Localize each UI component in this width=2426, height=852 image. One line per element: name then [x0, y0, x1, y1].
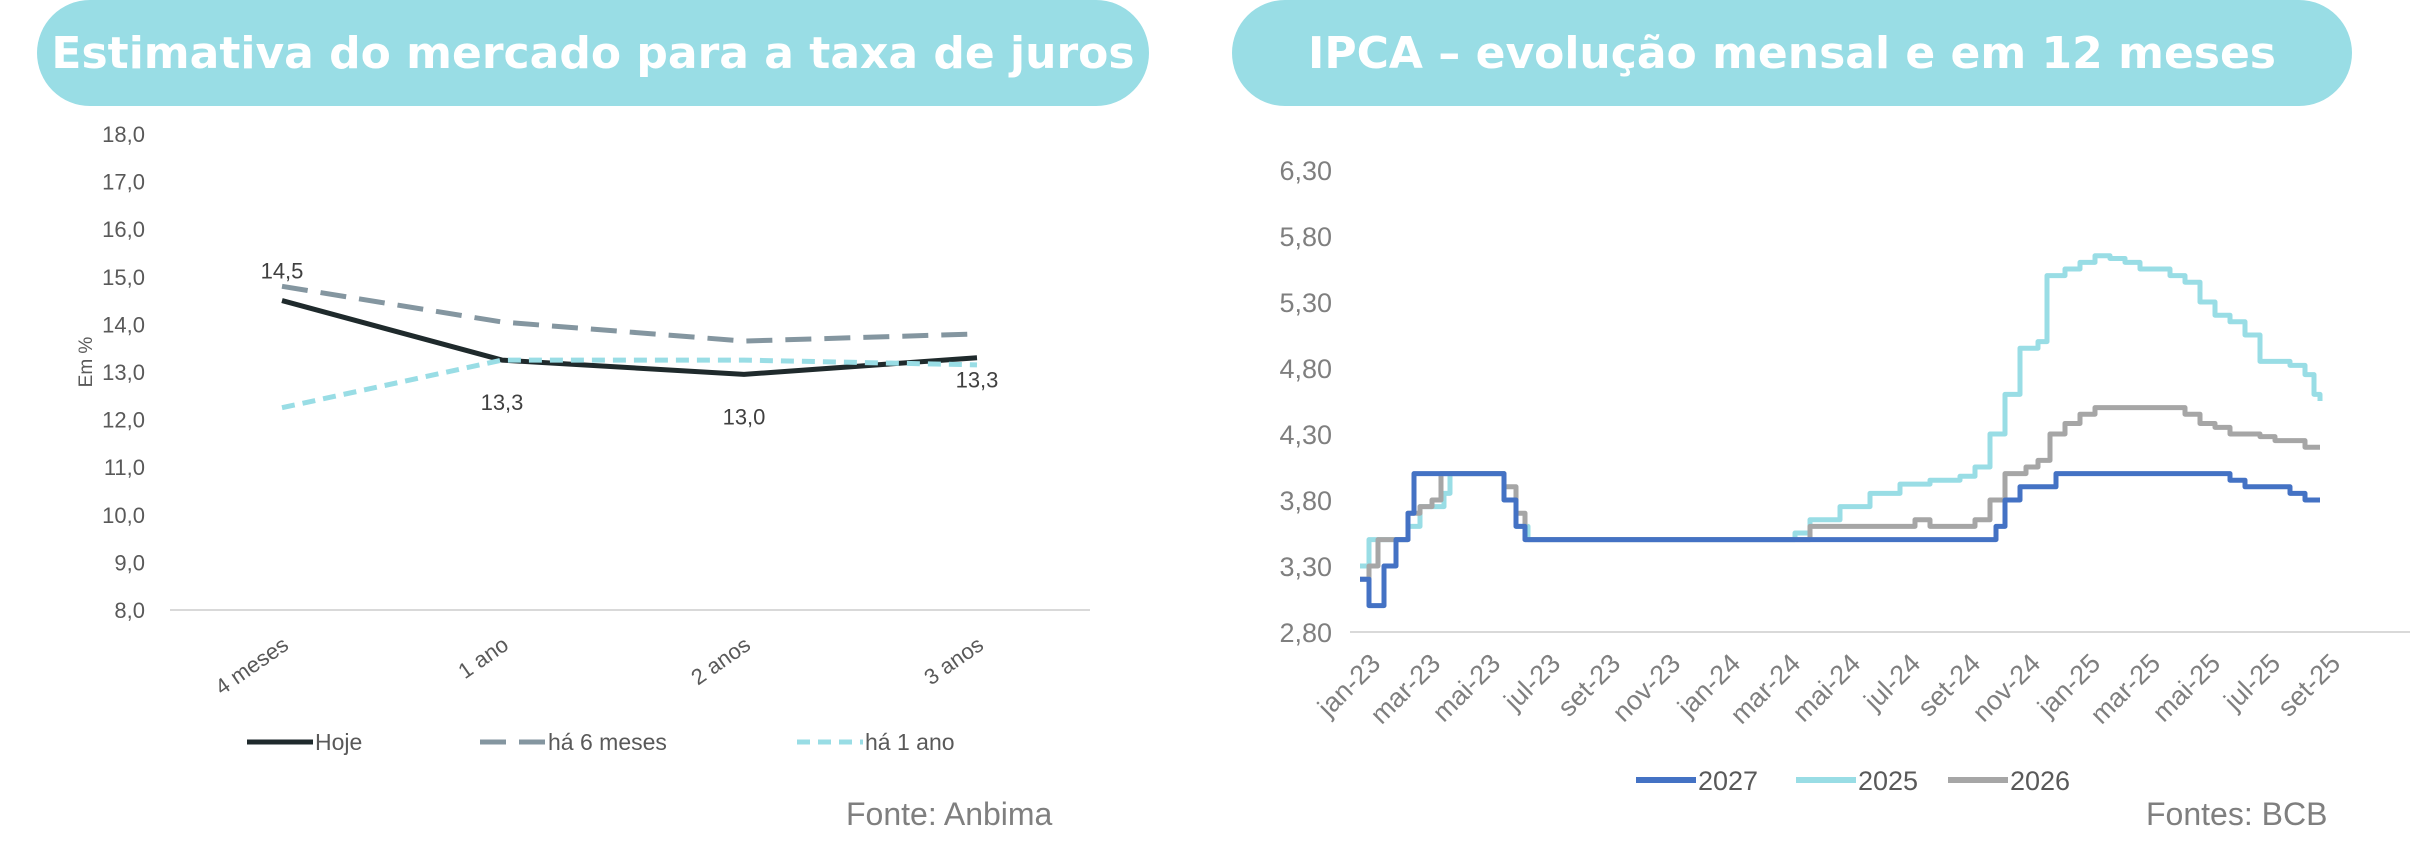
right-y-tick-label: 4,30	[1279, 420, 1332, 450]
left-source-note: Fonte: Anbima	[846, 796, 1053, 832]
left-y-tick-label: 13,0	[102, 360, 145, 385]
right-series-line-2025	[1360, 253, 2323, 569]
left-series-line-2	[281, 357, 978, 411]
right-y-tick-label: 5,30	[1279, 288, 1332, 318]
right-x-tick-label: nov-23	[1607, 648, 1687, 728]
right-series-line-2026	[1360, 405, 2320, 582]
right-x-tick-label: set-25	[2272, 648, 2346, 722]
left-x-tick-label: 4 meses	[210, 632, 292, 700]
left-legend-label: há 1 ano	[865, 729, 955, 755]
left-legend-label: Hoje	[315, 729, 362, 755]
right-chart-title: IPCA – evolução mensal e em 12 meses	[1232, 0, 2352, 106]
left-y-tick-label: 18,0	[102, 122, 145, 147]
left-x-tick-label: 3 anos	[919, 632, 987, 690]
right-series-line-2027	[1360, 471, 2320, 609]
left-legend-label: há 6 meses	[548, 729, 667, 755]
left-y-tick-label: 11,0	[104, 455, 145, 480]
left-y-axis-label: Em %	[76, 337, 97, 388]
left-data-label: 13,0	[723, 404, 766, 429]
left-y-tick-label: 15,0	[102, 265, 145, 290]
left-data-label: 14,5	[261, 259, 304, 284]
right-x-tick-label: mai-23	[1427, 648, 1507, 728]
interest-rate-chart: 8,0 9,0 10,0 11,0 12,0 13,0 14,0 15,0 16,0 17,0 18…	[76, 122, 1090, 755]
right-y-tick-label: 4,80	[1279, 354, 1332, 384]
right-y-tick-label: 3,30	[1279, 552, 1332, 582]
right-x-tick-label: mai-24	[1787, 648, 1867, 728]
left-y-tick-label: 8,0	[114, 598, 145, 623]
left-series-line-0	[281, 298, 978, 377]
right-y-tick-label: 3,80	[1279, 486, 1332, 516]
left-y-tick-label: 14,0	[102, 312, 145, 337]
left-y-tick-label: 9,0	[114, 550, 145, 575]
left-chart-title: Estimativa do mercado para a taxa de jur…	[37, 0, 1149, 106]
left-x-tick-label: 2 anos	[686, 632, 754, 690]
left-y-tick-label: 17,0	[102, 170, 145, 195]
left-y-tick-label: 12,0	[102, 408, 145, 433]
left-x-tick-label: 1 ano	[453, 632, 512, 684]
left-y-tick-label: 16,0	[102, 217, 145, 242]
left-series-line-1	[281, 283, 978, 344]
right-y-tick-label: 2,80	[1279, 618, 1332, 648]
right-source-note: Fontes: BCB	[2146, 796, 2328, 832]
right-legend-label: 2026	[2010, 766, 2070, 796]
left-y-tick-label: 10,0	[102, 503, 145, 528]
right-y-tick-label: 6,30	[1279, 156, 1332, 186]
right-y-tick-label: 5,80	[1279, 222, 1332, 252]
left-data-label: 13,3	[481, 390, 524, 415]
right-legend-label: 2027	[1698, 766, 1758, 796]
right-x-tick-label: nov-24	[1967, 648, 2047, 728]
right-x-tick-label: mai-25	[2147, 648, 2227, 728]
right-legend-label: 2025	[1858, 766, 1918, 796]
ipca-chart: 2,803,303,804,304,805,305,806,30jan-23ma…	[1279, 156, 2410, 796]
left-data-label: 13,3	[956, 368, 999, 393]
